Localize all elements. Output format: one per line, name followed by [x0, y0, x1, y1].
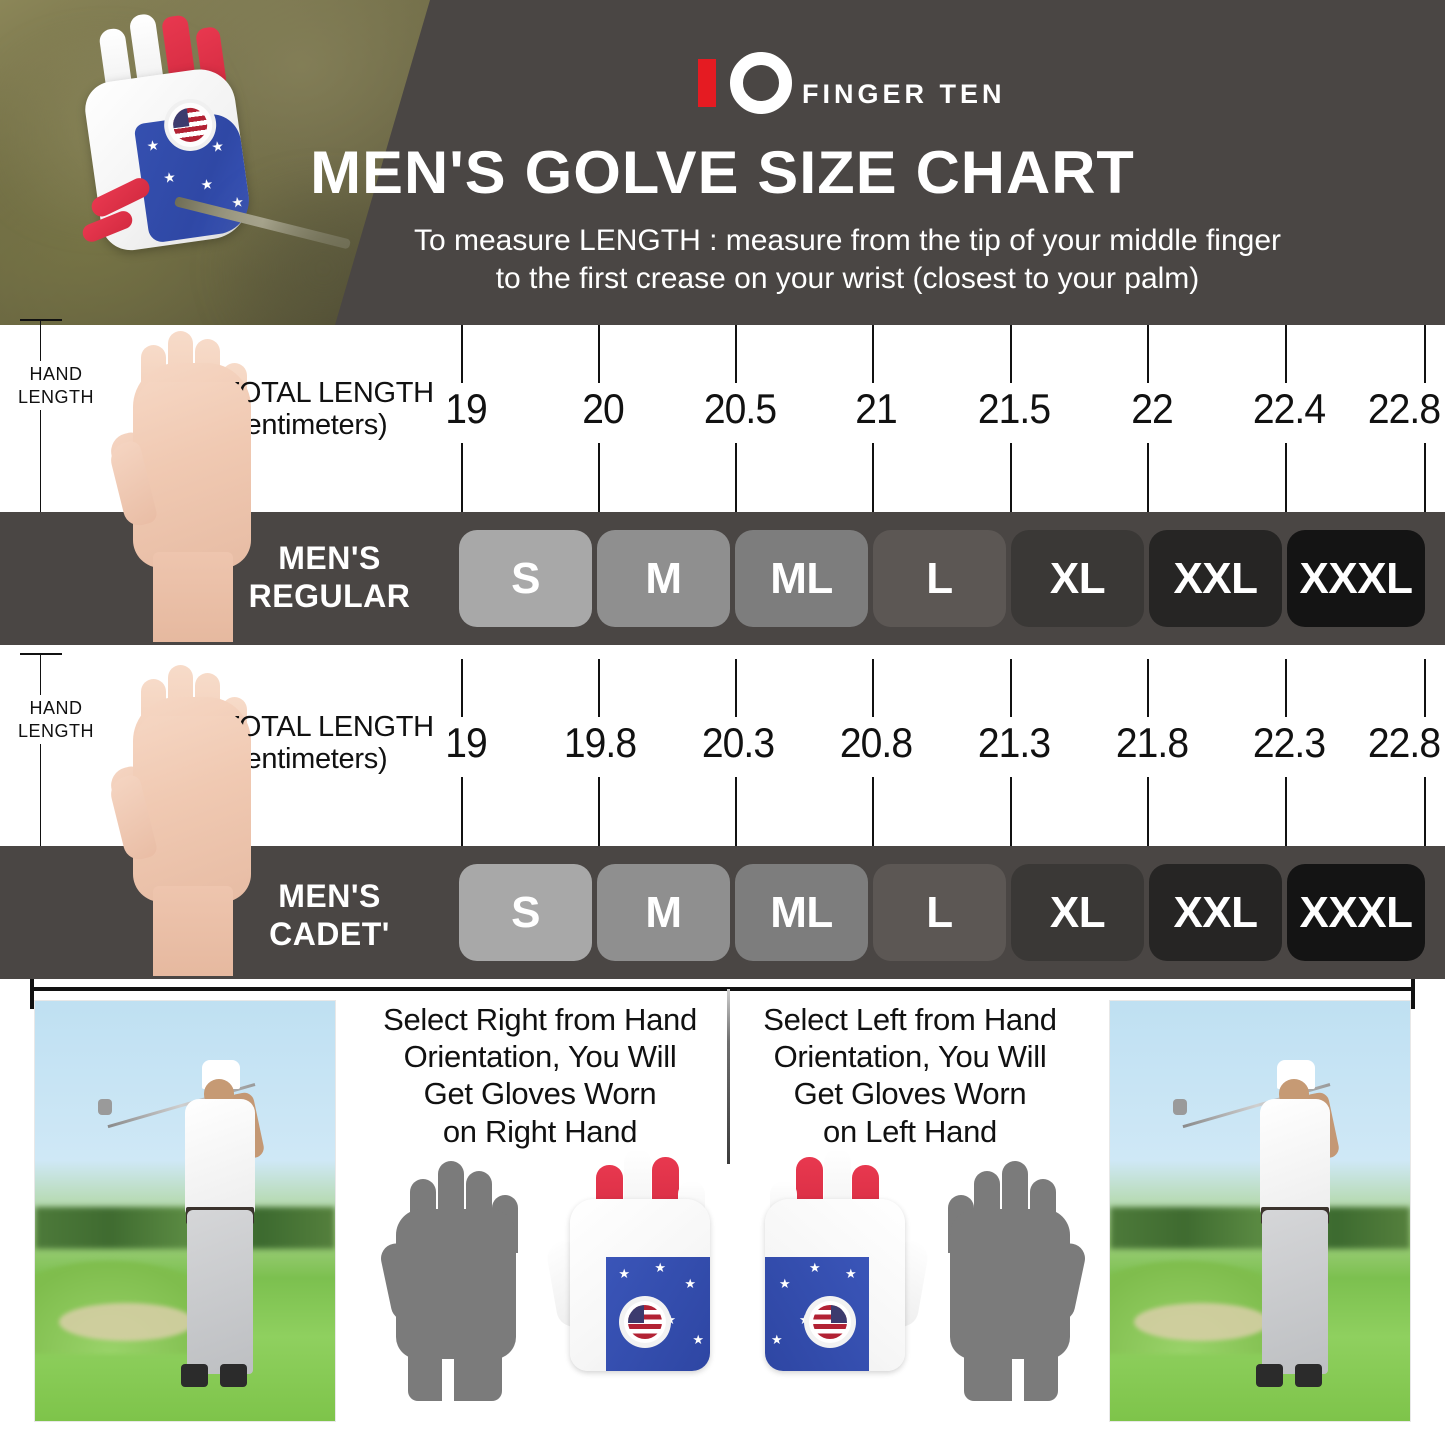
frame-corner-left	[30, 979, 34, 1009]
glove-pair-right-hand: ★ ★ ★ ★ ★ ★	[370, 1139, 740, 1419]
length-value: 19.8	[563, 719, 637, 766]
size-chip-xxl[interactable]: XXL	[1149, 864, 1282, 961]
tick-marks-cadet	[0, 659, 1445, 846]
row-label-regular: MEN'S REGULAR	[248, 540, 411, 614]
golfer-photo-left	[35, 1001, 335, 1421]
orientation-text-right-hand: Select Right from Hand Orientation, You …	[383, 1002, 697, 1149]
logo-ring-icon	[730, 52, 792, 114]
length-value: 20.5	[703, 385, 777, 432]
subtitle-line-1: To measure LENGTH : measure from the tip…	[413, 224, 1281, 257]
length-value: 19	[445, 719, 488, 766]
size-chip-l[interactable]: L	[873, 864, 1006, 961]
section-divider	[0, 645, 1445, 659]
size-chip-s[interactable]: S	[459, 864, 592, 961]
hand-silhouette-icon	[378, 1147, 540, 1403]
golfer-photo-right	[1110, 1001, 1410, 1421]
ball-marker-icon	[809, 1301, 851, 1343]
size-chip-ml[interactable]: ML	[735, 864, 868, 961]
glove-pair-left-hand: ★ ★ ★ ★ ★ ★	[730, 1139, 1100, 1419]
tick-marks-regular	[0, 325, 1445, 512]
frame-top-line	[30, 987, 1415, 991]
length-value: 22.3	[1252, 719, 1326, 766]
length-value: 22.8	[1367, 385, 1441, 432]
length-values-cadet: 19 19.8 20.3 20.8 21.3 21.8 22.3 22.8	[0, 659, 1445, 846]
header-dark-panel	[335, 0, 1445, 325]
usa-glove-icon-right: ★ ★ ★ ★ ★ ★	[544, 1141, 727, 1409]
length-value: 22.8	[1367, 719, 1441, 766]
length-value: 21.3	[977, 719, 1051, 766]
length-value: 19	[445, 385, 488, 432]
length-values-regular: 19 20 20.5 21 21.5 22 22.4 22.8	[0, 325, 1445, 512]
hand-photo-overlay-cadet	[95, 716, 280, 976]
orientation-divider	[727, 989, 730, 1164]
hand-length-label: HAND LENGTH	[12, 361, 100, 410]
subtitle-line-2: to the first crease on your wrist (close…	[495, 261, 1200, 295]
length-value: 21.5	[977, 385, 1051, 432]
length-value: 20.8	[839, 719, 913, 766]
usa-glove-icon-left: ★ ★ ★ ★ ★ ★	[748, 1141, 931, 1409]
size-chip-xxl[interactable]: XXL	[1149, 530, 1282, 627]
hand-length-top-tick	[20, 319, 62, 321]
brand-logo: FINGER TEN	[698, 52, 1006, 114]
size-chip-xxxl[interactable]: XXXL	[1287, 864, 1425, 961]
length-value: 20	[582, 385, 625, 432]
ball-marker-icon	[624, 1301, 666, 1343]
length-value: 22	[1131, 385, 1174, 432]
size-block-regular: HAND LENGTH TOTAL LENGTH (centimeters) 1…	[0, 319, 1445, 645]
length-value: 22.4	[1252, 385, 1326, 432]
length-value: 21.8	[1115, 719, 1189, 766]
size-chip-xxxl[interactable]: XXXL	[1287, 530, 1425, 627]
size-chip-xl[interactable]: XL	[1011, 864, 1144, 961]
size-chip-m[interactable]: M	[597, 530, 730, 627]
size-block-cadet: HAND LENGTH TOTAL LENGTH (centimeters) 1…	[0, 653, 1445, 979]
page-subtitle: To measure LENGTH : measure from the tip…	[280, 222, 1415, 297]
hand-length-line	[40, 653, 41, 943]
header-banner: ★ ★ ★ ★ ★ ★ FINGER TEN MEN'S GOLVE SIZE …	[0, 0, 1445, 325]
length-value: 20.3	[701, 719, 775, 766]
frame-corner-right	[1411, 979, 1415, 1009]
hand-silhouette-icon	[926, 1147, 1088, 1403]
hand-length-label: HAND LENGTH	[12, 695, 100, 744]
size-band-cadet: MEN'S CADET' S M ML L XL XXL XXXL	[0, 716, 1445, 979]
size-chip-xl[interactable]: XL	[1011, 530, 1144, 627]
length-value: 21	[855, 385, 898, 432]
page-title: MEN'S GOLVE SIZE CHART	[310, 139, 1135, 206]
brand-name: FINGER TEN	[802, 79, 1006, 109]
size-chip-l[interactable]: L	[873, 530, 1006, 627]
size-chip-s[interactable]: S	[459, 530, 592, 627]
size-chip-m[interactable]: M	[597, 864, 730, 961]
logo-red-bar-icon	[698, 59, 716, 107]
hand-length-top-tick	[20, 653, 62, 655]
hand-orientation-section: Select Right from Hand Orientation, You …	[0, 979, 1445, 1439]
size-chip-ml[interactable]: ML	[735, 530, 868, 627]
size-band-regular: MEN'S REGULAR S M ML L XL XXL XXXL	[0, 382, 1445, 645]
hand-length-line	[40, 319, 41, 609]
row-label-cadet: MEN'S CADET'	[269, 878, 390, 952]
hand-photo-overlay-regular	[95, 382, 280, 642]
orientation-text-left-hand: Select Left from Hand Orientation, You W…	[763, 1002, 1057, 1149]
